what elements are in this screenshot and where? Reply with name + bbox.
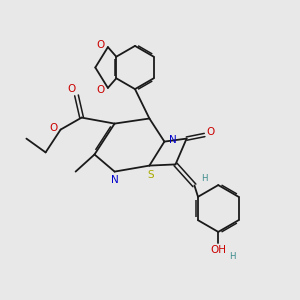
Text: O: O: [206, 127, 215, 137]
Text: O: O: [96, 85, 104, 95]
Text: H: H: [230, 252, 236, 261]
Text: N: N: [111, 175, 119, 185]
Text: O: O: [68, 84, 76, 94]
Text: OH: OH: [211, 245, 227, 255]
Text: N: N: [169, 135, 177, 145]
Text: O: O: [49, 123, 57, 133]
Text: S: S: [148, 169, 154, 180]
Text: H: H: [201, 174, 207, 183]
Text: O: O: [96, 40, 104, 50]
